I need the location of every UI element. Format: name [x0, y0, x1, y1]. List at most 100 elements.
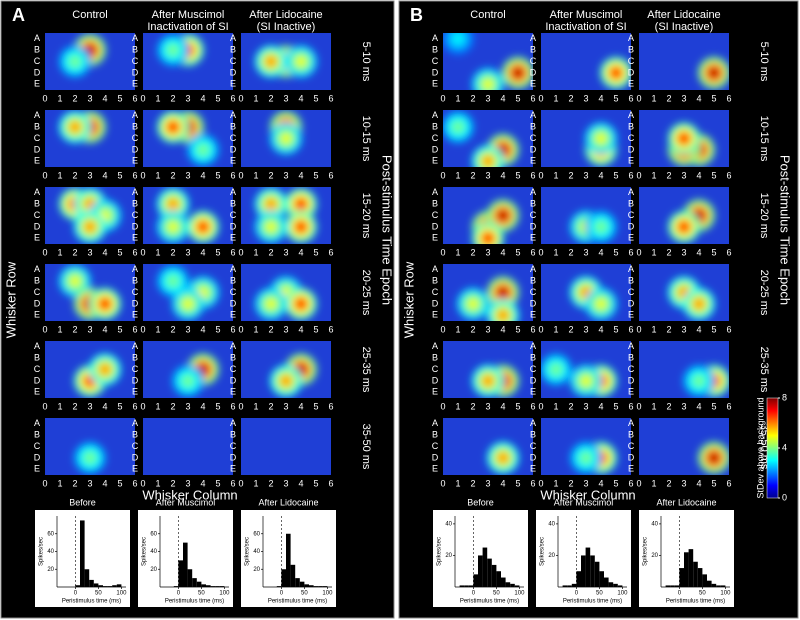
histogram-bar [491, 564, 497, 587]
column-label: 2 [666, 93, 671, 103]
column-label: 0 [636, 93, 641, 103]
row-label: C [628, 364, 635, 374]
heatmap [472, 364, 519, 397]
hotspot-ring [454, 123, 462, 132]
heatmap [172, 353, 219, 397]
epoch-axis-label: Post-stimulus Time Epoch [778, 155, 793, 305]
column-label: 1 [253, 93, 258, 103]
column-label: 5 [313, 93, 318, 103]
row-label: B [432, 352, 438, 362]
column-label: 1 [253, 170, 258, 180]
histogram-bar [674, 585, 680, 587]
column-label: 3 [185, 478, 190, 488]
column-label: 4 [500, 170, 505, 180]
column-label: 0 [42, 170, 47, 180]
row-label: D [34, 144, 41, 154]
column-label: 5 [117, 247, 122, 257]
hotspot [285, 287, 317, 320]
column-label: 0 [238, 324, 243, 334]
histogram-bar [75, 585, 80, 587]
hotspot [585, 122, 617, 155]
histogram-bar [510, 583, 515, 587]
column-label: 1 [455, 247, 460, 257]
row-label: D [132, 375, 139, 385]
column-label: 1 [455, 93, 460, 103]
column-label: 0 [440, 324, 445, 334]
column-label: 0 [238, 93, 243, 103]
row-label: B [34, 121, 40, 131]
column-label: 3 [583, 324, 588, 334]
colorbar-tick-label: 8 [782, 392, 787, 402]
column-label: 6 [726, 324, 731, 334]
hotspot [172, 287, 204, 320]
row-label: D [230, 144, 237, 154]
column-label: 6 [230, 170, 235, 180]
column-label: 1 [155, 170, 160, 180]
column-label: 5 [711, 401, 716, 411]
row-label: B [628, 198, 634, 208]
column-label: 6 [132, 247, 137, 257]
heatmap [74, 441, 106, 474]
column-label: 6 [230, 324, 235, 334]
row-label: C [628, 441, 635, 451]
hotspot-ring [695, 299, 703, 308]
row-label: C [132, 210, 139, 220]
column-label: 2 [470, 93, 475, 103]
column-label: 4 [102, 93, 107, 103]
column-label: 5 [613, 324, 618, 334]
column-label: 3 [583, 93, 588, 103]
row-label: A [34, 341, 40, 351]
histogram-bar [505, 582, 511, 587]
column-axis-label: Whisker Column [540, 487, 635, 502]
column-label: 3 [185, 401, 190, 411]
column-label: 3 [681, 324, 686, 334]
hotspot-ring [267, 57, 275, 66]
row-label: C [530, 133, 537, 143]
column-label: 5 [613, 93, 618, 103]
hotspot [668, 122, 700, 155]
hotspot-ring [612, 68, 620, 77]
column-label: 4 [102, 324, 107, 334]
row-label: A [432, 187, 438, 197]
row-label: E [530, 387, 536, 397]
histogram-bar [286, 533, 291, 587]
hotspot [59, 265, 91, 298]
heatmap-blur [570, 441, 617, 474]
hotspot [502, 56, 533, 89]
hotspot [443, 33, 474, 55]
column-label: 5 [515, 324, 520, 334]
x-tick-label: 50 [596, 591, 603, 597]
row-label: D [34, 67, 41, 77]
column-label: 1 [455, 324, 460, 334]
x-tick-label: 0 [472, 591, 476, 597]
row-label: B [530, 352, 536, 362]
hotspot [600, 56, 631, 89]
column-label: 0 [42, 247, 47, 257]
heatmap-blur [255, 45, 317, 78]
row-label: B [530, 198, 536, 208]
row-label: C [628, 210, 635, 220]
column-label: 2 [268, 401, 273, 411]
hotspot [157, 111, 189, 144]
hotspot [285, 45, 317, 78]
hotspot-ring [499, 311, 507, 320]
column-label: 2 [666, 247, 671, 257]
y-tick-label: 20 [253, 567, 260, 573]
hotspot-ring [282, 134, 290, 143]
histogram-bar [581, 555, 586, 587]
histogram-bar [201, 584, 206, 587]
column-label: 6 [726, 247, 731, 257]
row-label: D [530, 144, 537, 154]
row-label: E [628, 387, 634, 397]
heatmap [59, 188, 121, 243]
heatmap-blur [683, 364, 729, 397]
hotspot [698, 56, 729, 89]
histogram-bar [604, 577, 609, 587]
column-label: 4 [696, 170, 701, 180]
heatmap [472, 199, 519, 244]
histogram-title: After Muscimol [554, 497, 614, 507]
column-label: 6 [328, 247, 333, 257]
hotspot-ring [86, 200, 94, 209]
hotspot [683, 364, 715, 397]
row-label: D [628, 221, 635, 231]
